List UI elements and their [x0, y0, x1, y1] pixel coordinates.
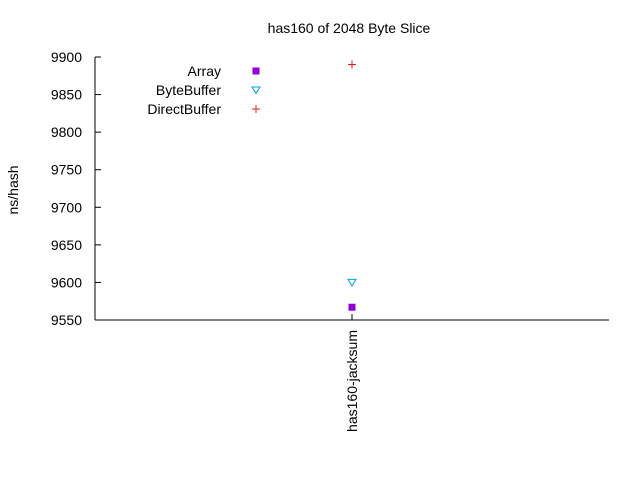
- legend-label: Array: [188, 63, 221, 79]
- x-tick-label: has160-jacksum: [344, 330, 360, 432]
- legend-item: Array: [188, 63, 260, 79]
- x-axis-ticks: has160-jacksum: [344, 314, 360, 432]
- y-tick-label: 9650: [51, 237, 82, 253]
- legend-item: DirectBuffer: [147, 101, 260, 117]
- y-tick-label: 9550: [51, 312, 82, 328]
- legend-label: ByteBuffer: [156, 82, 221, 98]
- y-tick-label: 9800: [51, 124, 82, 140]
- data-point-array: [348, 303, 356, 311]
- legend-label: DirectBuffer: [147, 101, 221, 117]
- y-tick-label: 9600: [51, 274, 82, 290]
- legend: Array ByteBuffer DirectBuffer: [147, 63, 261, 117]
- data-point-directbuffer: [348, 60, 356, 69]
- y-tick-label: 9700: [51, 199, 82, 215]
- y-tick-label: 9900: [51, 49, 82, 65]
- chart-title: has160 of 2048 Byte Slice: [268, 20, 431, 36]
- legend-marker: [251, 86, 261, 95]
- y-tick-label: 9750: [51, 162, 82, 178]
- legend-item: ByteBuffer: [156, 82, 261, 98]
- y-axis-ticks: 9550 9600 9650 9700 9750 9800 9850 9900: [51, 49, 101, 328]
- y-axis-label: ns/hash: [5, 165, 21, 214]
- y-tick-label: 9850: [51, 87, 82, 103]
- legend-marker: [252, 67, 260, 75]
- legend-marker: [252, 105, 260, 113]
- data-point-bytebuffer: [347, 278, 357, 287]
- data-points: [347, 60, 357, 311]
